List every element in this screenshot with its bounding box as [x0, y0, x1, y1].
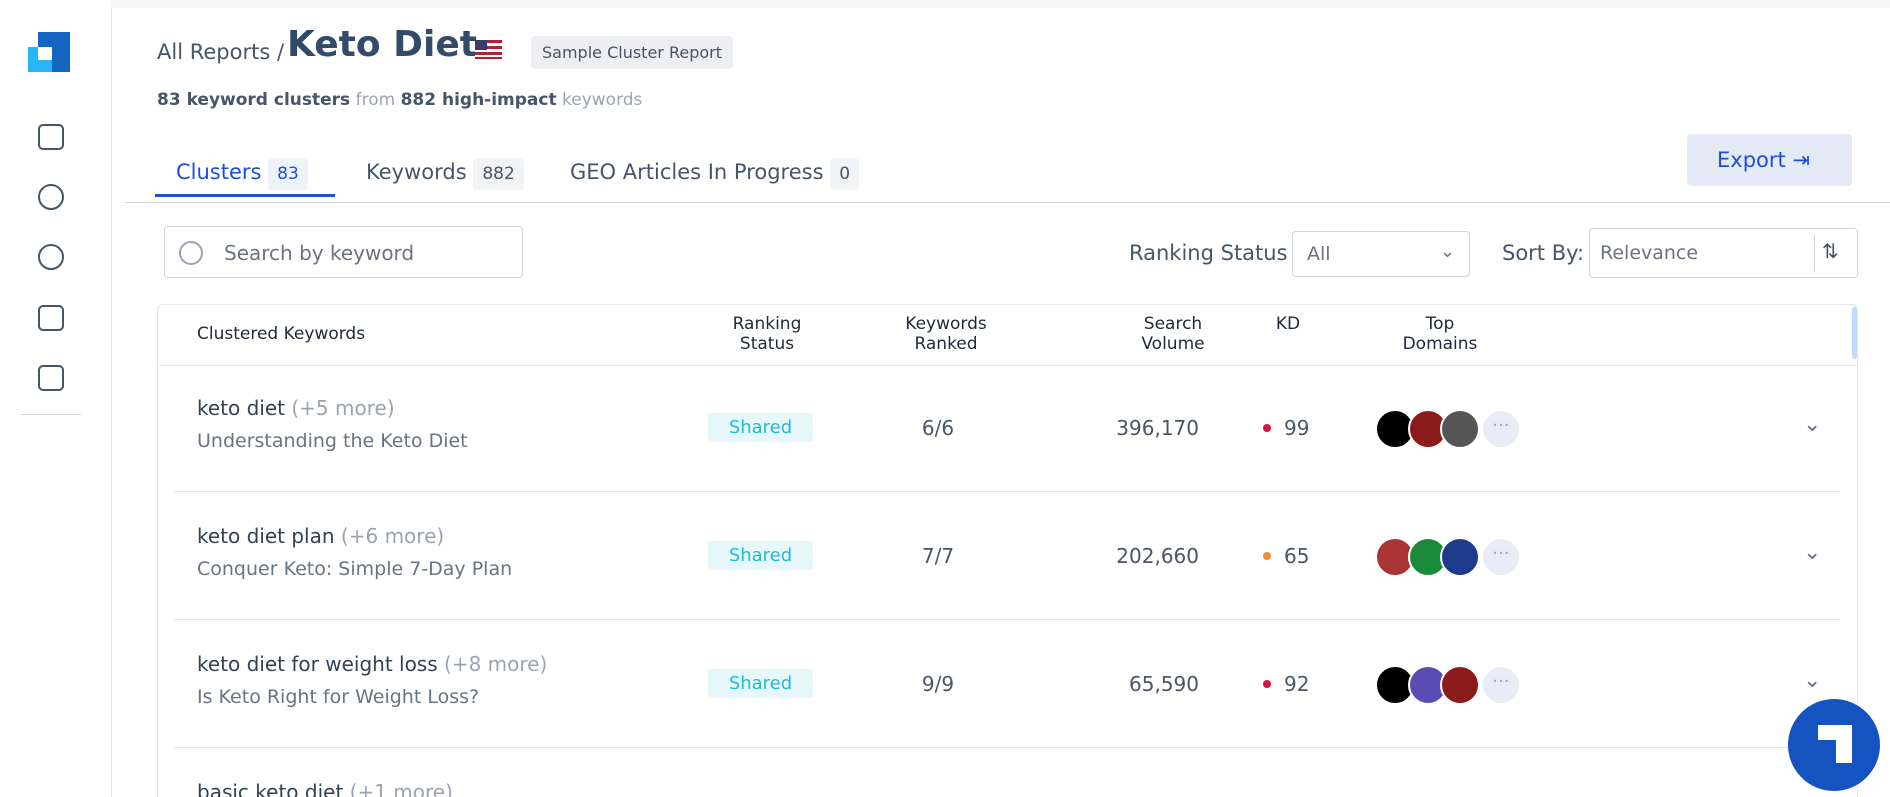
summary-count: 882 high-impact: [400, 90, 557, 110]
column-header: Clustered Keywords: [197, 324, 366, 344]
help-button[interactable]: [1788, 699, 1880, 791]
sort-select[interactable]: Relevance ⇅: [1589, 228, 1858, 278]
nav-chart[interactable]: [38, 305, 64, 331]
row-border: [174, 491, 1841, 492]
breadcrumb[interactable]: All Reports /: [157, 40, 285, 64]
tab-underline: [155, 194, 335, 197]
kd-dot: [1263, 680, 1271, 688]
search-box[interactable]: Search by keyword: [164, 226, 523, 278]
ranking-label: Ranking Status: [1129, 241, 1288, 265]
tabs-border: [125, 202, 1890, 203]
chevron: ⌄: [1439, 241, 1455, 262]
row-subtitle: Is Keto Right for Weight Loss?: [197, 686, 480, 708]
domain-icon: [1440, 409, 1480, 449]
status-badge: Shared: [708, 413, 813, 442]
more: (+8 more): [444, 652, 548, 676]
column-header: Ranking Status: [732, 314, 802, 354]
tab-count: 0: [830, 158, 860, 190]
tab-clusters[interactable]: Clusters 83: [176, 158, 308, 190]
column-header: Search Volume: [1141, 314, 1205, 354]
kd-dot: [1263, 424, 1271, 432]
sort-value: Relevance: [1600, 242, 1699, 264]
row-keyword[interactable]: keto diet plan (+6 more): [197, 524, 444, 548]
expand-chevron[interactable]: ⌄: [1803, 668, 1822, 693]
kd-dot: [1263, 552, 1271, 560]
search-volume: 202,660: [1116, 544, 1199, 568]
export-label: Export: [1717, 148, 1786, 172]
page-title: Keto Diet: [287, 24, 478, 65]
row-subtitle: Conquer Keto: Simple 7-Day Plan: [197, 558, 513, 580]
export-button[interactable]: Export ⇥: [1687, 134, 1852, 186]
sort-divider: [1814, 235, 1815, 271]
expand-chevron[interactable]: ⌄: [1803, 540, 1822, 565]
summary: 83 keyword clusters from 882 high-impact…: [157, 90, 642, 110]
summary-from: from: [355, 90, 396, 110]
search-volume: 396,170: [1116, 416, 1199, 440]
keyword: basic keto diet: [197, 780, 344, 797]
tab-label: Clusters: [176, 160, 262, 184]
sort-icon[interactable]: ⇅: [1822, 239, 1839, 263]
status-badge: Shared: [708, 541, 813, 570]
more-domains[interactable]: ···: [1481, 665, 1521, 705]
row-border: [174, 747, 1841, 748]
divider: [21, 414, 81, 415]
column-header: Keywords Ranked: [905, 314, 987, 354]
keyword: keto diet plan: [197, 524, 335, 548]
nav-edit[interactable]: [38, 365, 64, 391]
badge: Sample Cluster Report: [531, 36, 733, 69]
scrollbar: [1852, 307, 1857, 359]
kd: 65: [1284, 544, 1310, 568]
tab-count: 83: [268, 158, 308, 190]
keyword: keto diet: [197, 396, 286, 420]
tab-count: 882: [473, 158, 524, 190]
keywords-ranked: 9/9: [921, 672, 955, 696]
status-badge: Shared: [708, 669, 813, 698]
tab-geo[interactable]: GEO Articles In Progress 0: [570, 158, 860, 190]
search-volume: 65,590: [1129, 672, 1199, 696]
logo: [28, 32, 70, 72]
help-logo: [1818, 725, 1852, 763]
keyword: keto diet for weight loss: [197, 652, 438, 676]
column-header: KD: [1275, 314, 1301, 334]
keywords-ranked: 7/7: [921, 544, 955, 568]
ranking-value: All: [1307, 243, 1331, 265]
column-header: Top Domains: [1402, 314, 1478, 354]
search-placeholder: Search by keyword: [224, 241, 415, 265]
kd: 99: [1284, 416, 1310, 440]
ranking-select[interactable]: All ⌄: [1292, 231, 1470, 277]
row-border: [174, 619, 1841, 620]
flag: [475, 40, 502, 59]
summary-word: keywords: [562, 90, 643, 110]
tab-label: GEO Articles In Progress: [570, 160, 824, 184]
more-domains[interactable]: ···: [1481, 409, 1521, 449]
domain-icon: [1440, 537, 1480, 577]
more: (+1 more): [349, 780, 453, 797]
domain-icon: [1440, 665, 1480, 705]
row-keyword[interactable]: basic keto diet (+1 more): [197, 780, 453, 797]
sort-label: Sort By:: [1502, 241, 1585, 265]
more-domains[interactable]: ···: [1481, 537, 1521, 577]
expand-chevron[interactable]: ⌄: [1803, 412, 1822, 437]
keywords-ranked: 6/6: [921, 416, 955, 440]
tab-label: Keywords: [366, 160, 467, 184]
row-keyword[interactable]: keto diet (+5 more): [197, 396, 395, 420]
header-border: [158, 365, 1857, 366]
more: (+6 more): [340, 524, 445, 548]
search-icon: [179, 241, 203, 265]
nav-apps[interactable]: [38, 184, 64, 210]
top-band: [111, 0, 1890, 8]
tab-keywords[interactable]: Keywords 882: [366, 158, 524, 190]
row-keyword[interactable]: keto diet for weight loss (+8 more): [197, 652, 547, 676]
nav-eye[interactable]: [38, 244, 64, 270]
row-subtitle: Understanding the Keto Diet: [197, 430, 468, 452]
nav-home[interactable]: [38, 124, 64, 150]
summary-clusters: 83 keyword clusters: [157, 90, 351, 110]
more: (+5 more): [291, 396, 395, 420]
table: Clustered Keywords Ranking Status Keywords…: [157, 304, 1858, 797]
kd: 92: [1284, 672, 1310, 696]
sidebar: [0, 0, 112, 797]
